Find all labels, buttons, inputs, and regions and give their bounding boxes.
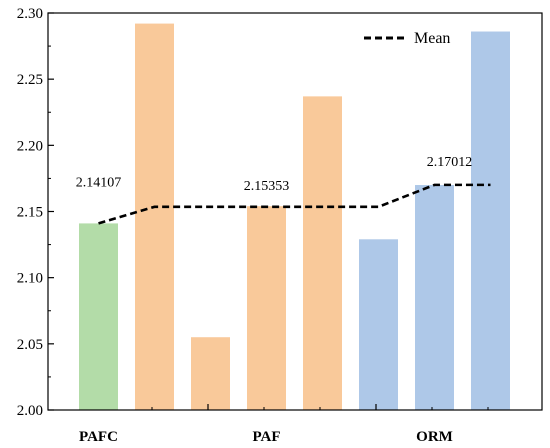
mean-annotation: 2.14107	[76, 175, 122, 190]
category-labels: PAFC PAF ORM	[79, 429, 453, 445]
mean-line	[98, 183, 491, 225]
y-tick-label: 2.15	[17, 205, 43, 221]
bar-pafc	[79, 223, 118, 410]
y-tick-label: 2.00	[17, 403, 43, 419]
y-axis-ticks: 2.00 2.05 2.10 2.15 2.20 2.25 2.30	[17, 6, 54, 419]
y-tick-label: 2.05	[17, 337, 43, 353]
bars-group	[79, 23, 510, 411]
bar-paf	[303, 96, 342, 411]
plot-frame	[47, 12, 543, 411]
y-tick-label: 2.10	[17, 271, 43, 287]
category-label-orm: ORM	[416, 429, 453, 445]
mean-line-group: 2.14107 2.15353 2.17012	[76, 155, 491, 225]
bar-orm	[359, 239, 398, 410]
bar-pafc	[135, 23, 174, 410]
mean-annotation: 2.17012	[427, 155, 473, 170]
category-label-pafc: PAFC	[79, 429, 118, 445]
bar-paf	[247, 206, 286, 410]
y-tick-label: 2.20	[17, 138, 43, 154]
category-label-paf: PAF	[252, 429, 280, 445]
mean-annotation: 2.15353	[244, 179, 290, 194]
legend: Mean	[364, 30, 450, 47]
x-axis-ticks	[151, 404, 489, 410]
bar-orm	[415, 185, 454, 410]
legend-mean-label: Mean	[414, 30, 450, 47]
bar-paf	[191, 337, 230, 410]
bar-orm	[471, 31, 510, 410]
y-tick-label: 2.25	[17, 72, 43, 88]
y-tick-label: 2.30	[17, 6, 43, 22]
